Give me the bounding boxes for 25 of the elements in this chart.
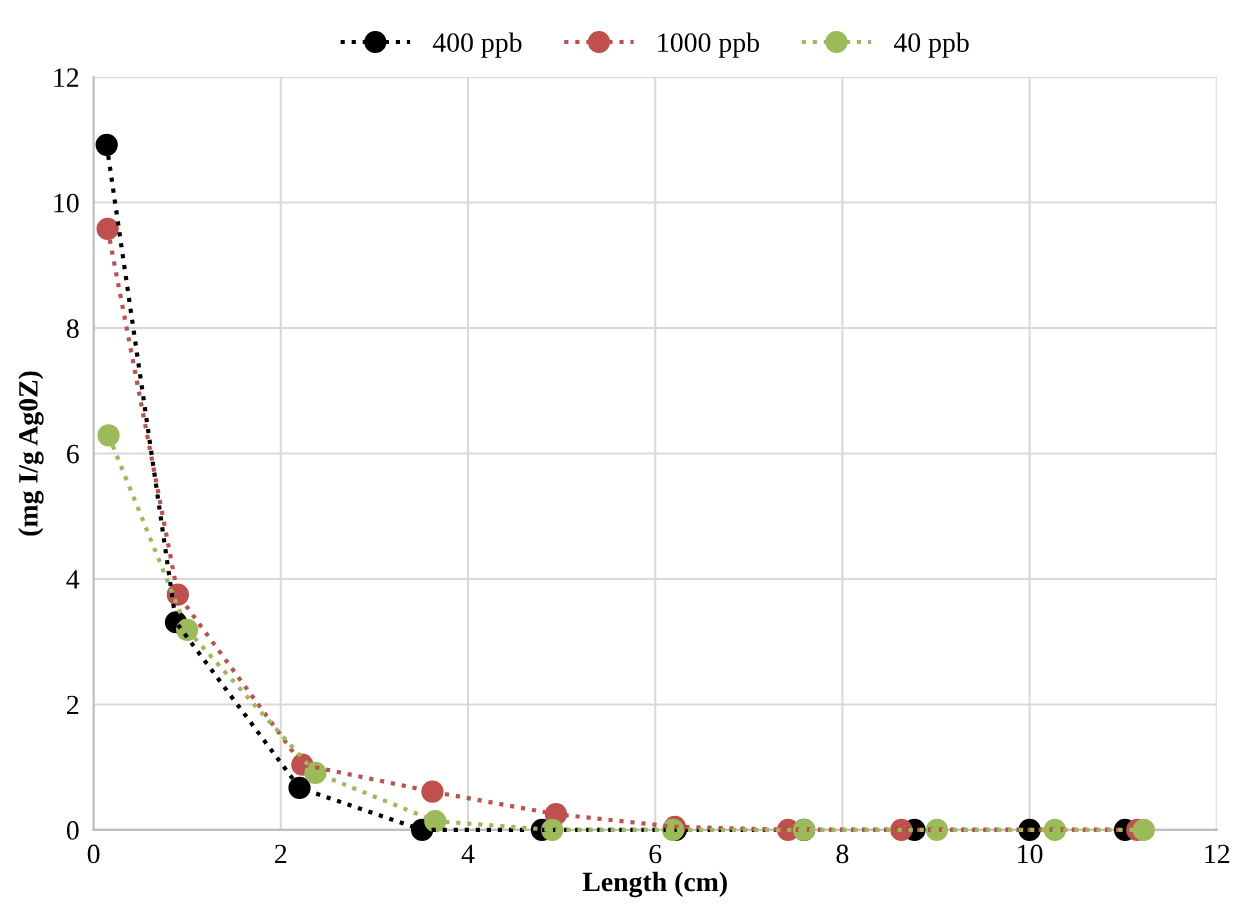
- x-tick-label: 10: [1018, 844, 1043, 864]
- y-tick-label: 0: [66, 821, 79, 840]
- y-tick-label: 2: [67, 695, 79, 715]
- x-tick-label: 4: [461, 844, 475, 864]
- point: [96, 217, 119, 241]
- point: [97, 424, 120, 447]
- x-tick-label: 8: [836, 844, 849, 864]
- x-tick-label: 6: [649, 844, 662, 864]
- legend-label: 1000 ppb: [658, 32, 759, 58]
- y-tick-label: 6: [67, 444, 79, 464]
- point: [1132, 818, 1155, 842]
- x-tick-label: 12: [1205, 844, 1230, 864]
- point: [288, 776, 311, 799]
- y-tick-label: 12: [54, 68, 79, 87]
- legend-label: 40 ppb: [893, 32, 969, 58]
- x-tick-label: 2: [275, 844, 287, 864]
- legend-label: 400 ppb: [432, 32, 522, 58]
- x-axis-title: Length (cm): [582, 871, 727, 898]
- y-tick-label: 4: [66, 570, 80, 589]
- y-axis-title: (mg I/g Ag0Z): [18, 371, 44, 536]
- point: [95, 133, 118, 156]
- x-tick-label: 0: [87, 844, 100, 864]
- point: [421, 780, 444, 803]
- y-tick-label: 10: [54, 193, 79, 213]
- y-tick-label: 8: [66, 319, 79, 338]
